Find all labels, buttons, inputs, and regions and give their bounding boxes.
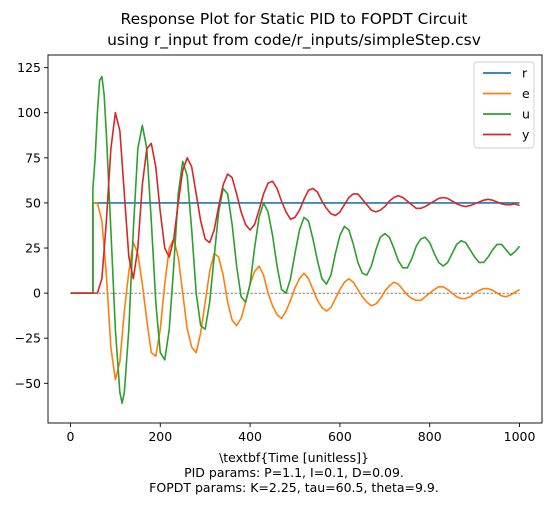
plot-area: 0 200 400 600 800 1000 −50 −25 0 25 50 75 100 125 [15, 54, 543, 444]
y-axis-ticks: −50 −25 0 25 50 75 100 125 [15, 60, 48, 391]
y-tick-label: 75 [25, 150, 41, 165]
x-tick-label: 400 [238, 429, 262, 444]
plot-frame [47, 54, 543, 424]
legend-label-e: e [522, 86, 530, 101]
y-tick-label: 125 [17, 60, 41, 75]
y-tick-label: −25 [15, 331, 41, 346]
y-tick-label: 0 [33, 286, 41, 301]
x-tick-label: 800 [418, 429, 442, 444]
series-line-y [70, 111, 520, 294]
y-tick-label: 100 [17, 105, 41, 120]
x-tick-label: 0 [66, 429, 74, 444]
series-line-u [70, 75, 521, 404]
x-axis-ticks: 0 200 400 600 800 1000 [66, 423, 535, 444]
y-tick-label: −50 [15, 376, 41, 391]
legend-box [473, 61, 535, 149]
fopdt-params-caption: FOPDT params: K=2.25, tau=60.5, theta=9.… [149, 480, 439, 495]
series-lines [70, 75, 521, 404]
chart-title-line2: using r_input from code/r_inputs/simpleS… [107, 31, 481, 50]
chart-title-line1: Response Plot for Static PID to FOPDT Ci… [121, 10, 468, 28]
y-tick-label: 25 [25, 241, 41, 256]
y-tick-label: 50 [25, 195, 41, 210]
legend-label-r: r [522, 66, 528, 81]
x-axis-label: \textbf{Time [unitless]} [219, 450, 369, 465]
series-line-e [70, 202, 520, 381]
x-tick-label: 600 [328, 429, 352, 444]
legend-label-y: y [522, 127, 530, 142]
pid-params-caption: PID params: P=1.1, I=0.1, D=0.09. [184, 465, 404, 480]
x-tick-label: 200 [148, 429, 172, 444]
x-tick-label: 1000 [504, 429, 536, 444]
legend-label-u: u [522, 107, 530, 122]
